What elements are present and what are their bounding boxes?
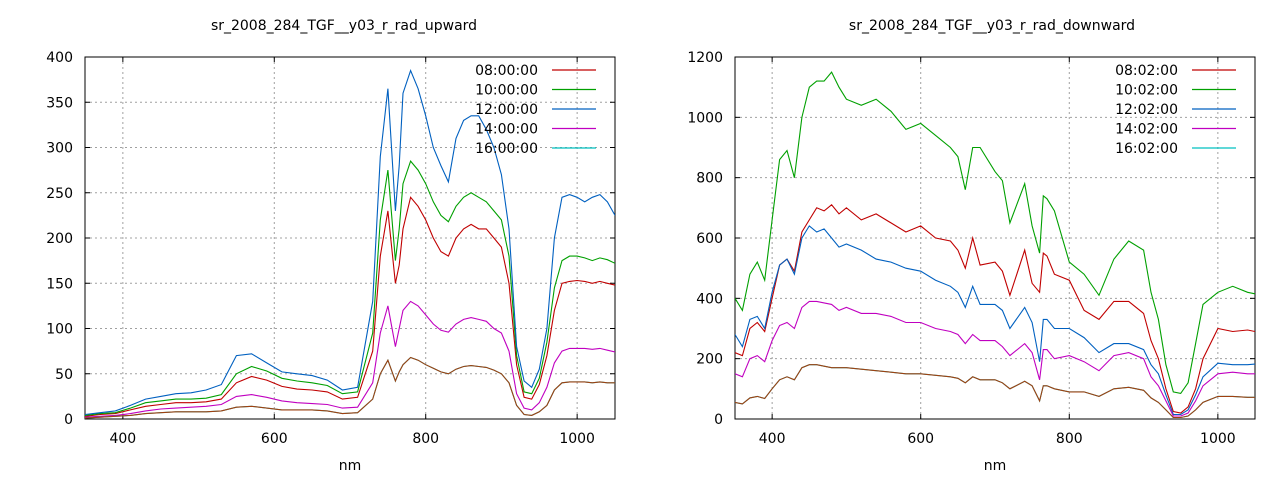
chart-title: sr_2008_284_TGF__y03_r_rad_downward: [849, 18, 1135, 34]
x-tick-label: 600: [907, 431, 934, 447]
y-tick-label: 0: [64, 412, 73, 428]
legend-label: 10:02:00: [1115, 83, 1178, 99]
y-tick-label: 600: [696, 231, 723, 247]
y-tick-label: 800: [696, 171, 723, 187]
y-tick-label: 50: [55, 367, 73, 383]
y-tick-label: 400: [46, 50, 73, 66]
series-line-10:02:00: [735, 71, 1255, 395]
y-tick-label: 150: [46, 276, 73, 292]
y-tick-label: 200: [46, 231, 73, 247]
x-axis-label: nm: [339, 458, 362, 474]
x-tick-label: 400: [109, 431, 136, 447]
legend-label: 16:02:00: [1115, 141, 1178, 157]
series-line-08:00:00: [85, 196, 615, 417]
legend-label: 08:00:00: [475, 63, 538, 79]
legend-label: 14:00:00: [475, 122, 538, 138]
legend-label: 12:02:00: [1115, 102, 1178, 118]
y-tick-label: 1000: [687, 110, 723, 126]
y-tick-label: 100: [46, 322, 73, 338]
series-line-10:00:00: [85, 159, 615, 416]
x-tick-label: 1000: [559, 431, 595, 447]
x-tick-label: 1000: [1200, 431, 1236, 447]
y-tick-label: 1200: [687, 50, 723, 66]
series-line-unlabeled: [85, 356, 615, 419]
y-tick-label: 400: [696, 291, 723, 307]
legend-label: 10:00:00: [475, 83, 538, 99]
x-axis-label: nm: [984, 458, 1007, 474]
y-tick-label: 300: [46, 141, 73, 157]
series-line-unlabeled: [735, 364, 1255, 419]
legend-label: 08:02:00: [1115, 63, 1178, 79]
y-tick-label: 250: [46, 186, 73, 202]
x-tick-label: 800: [412, 431, 439, 447]
chart-1: 400 600 800 1000 0 50 100 150 200 250 300 350 400 sr_…: [46, 18, 616, 474]
series-line-08:02:00: [735, 204, 1255, 414]
series-line-12:02:00: [735, 225, 1255, 416]
x-tick-label: 800: [1056, 431, 1083, 447]
legend-label: 14:02:00: [1115, 122, 1178, 138]
x-tick-label: 400: [759, 431, 786, 447]
chart-2: 400 600 800 1000 0 200 400 600 800 1000 1200 sr_200…: [687, 18, 1256, 474]
x-tick-label: 600: [261, 431, 288, 447]
legend-label: 16:00:00: [475, 141, 538, 157]
chart-title: sr_2008_284_TGF__y03_r_rad_upward: [211, 18, 477, 34]
series-line-12:00:00: [85, 69, 615, 416]
series-line-16:02:00: [735, 364, 1255, 419]
y-tick-label: 0: [714, 412, 723, 428]
series-line-14:00:00: [85, 300, 615, 418]
y-tick-label: 200: [696, 352, 723, 368]
series-line-14:02:00: [735, 300, 1255, 417]
legend-label: 12:00:00: [475, 102, 538, 118]
y-tick-label: 350: [46, 95, 73, 111]
